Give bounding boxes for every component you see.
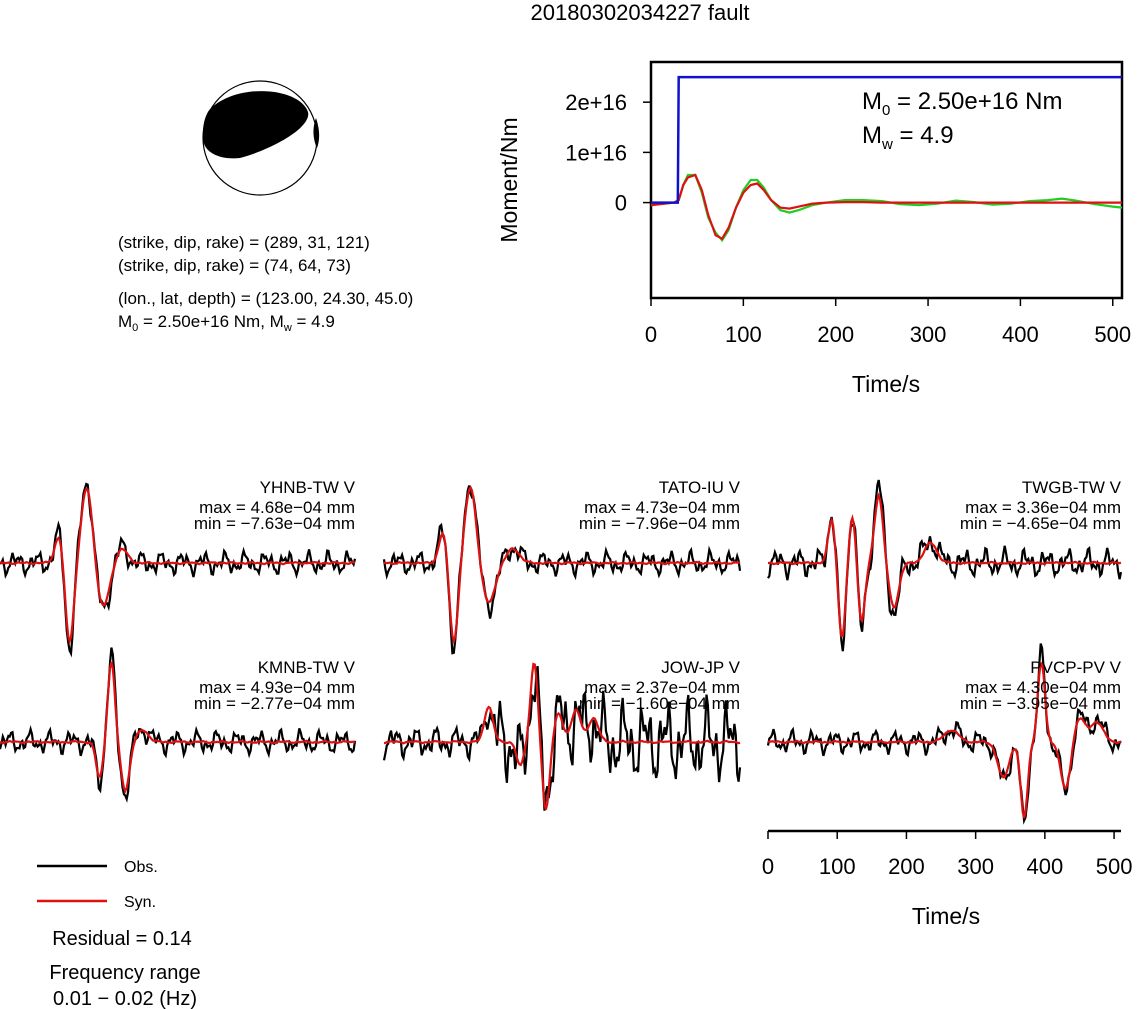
station-min: min = −4.65e−04 mm xyxy=(960,514,1121,533)
station-name: TWGB-TW V xyxy=(1022,478,1122,497)
waveform-x-tick-label: 100 xyxy=(819,854,856,879)
moment-y-ticks: 0 1e+16 2e+16 xyxy=(565,90,651,216)
moment-plot-frame xyxy=(649,60,1124,300)
waveform-x-axis-label: Time/s xyxy=(912,903,980,929)
station-max: max = 4.93e−04 mm xyxy=(199,678,355,697)
plane-1-label: (strike, dip, rake) = (289, 31, 121) xyxy=(118,233,370,252)
station-min: min = −7.96e−04 mm xyxy=(579,514,740,533)
moment-x-tick-label: 100 xyxy=(725,322,762,347)
station-max: max = 4.30e−04 mm xyxy=(965,678,1121,697)
station-min: min = −1.60e−04 mm xyxy=(579,694,740,713)
station-min: min = −3.95e−04 mm xyxy=(960,694,1121,713)
station-name: YHNB-TW V xyxy=(260,478,356,497)
synthetic-waveform xyxy=(0,661,356,794)
beachball-compressional-sliver xyxy=(313,118,320,148)
moment-series-synthetic xyxy=(650,173,1122,241)
waveform-x-ticks: 0 100 200 300 400 500 xyxy=(762,831,1133,879)
moment-x-tick-label: 400 xyxy=(1002,322,1039,347)
station-name: TATO-IU V xyxy=(659,478,741,497)
station-max: max = 2.37e−04 mm xyxy=(584,678,740,697)
station-name: KMNB-TW V xyxy=(258,658,356,677)
moment-label: M0 = 2.50e+16 Nm, Mw = 4.9 xyxy=(118,312,335,334)
beachball xyxy=(202,80,320,196)
beachball-compressional-quadrant xyxy=(202,91,309,159)
figure-title: 20180302034227 fault xyxy=(531,0,750,25)
moment-series-observed xyxy=(650,173,1123,243)
station-min: min = −7.63e−04 mm xyxy=(194,514,355,533)
synthetic-waveform xyxy=(384,485,741,646)
station-name: JOW-JP V xyxy=(661,658,740,677)
location-label: (lon., lat, depth) = (123.00, 24.30, 45.… xyxy=(118,289,413,308)
plane-2-label: (strike, dip, rake) = (74, 64, 73) xyxy=(118,256,351,275)
residual-label: Residual = 0.14 xyxy=(52,928,192,950)
waveform-x-tick-label: 0 xyxy=(762,854,774,879)
moment-series-cumulative xyxy=(651,75,1122,204)
moment-x-tick-label: 200 xyxy=(817,322,854,347)
station-name: PVCP-PV V xyxy=(1030,658,1121,677)
waveform-x-tick-label: 500 xyxy=(1096,854,1133,879)
synthetic-waveform xyxy=(767,661,1122,819)
moment-y-tick-label: 0 xyxy=(615,191,627,216)
synthetic-waveform xyxy=(768,492,1122,638)
synthetic-waveform xyxy=(0,487,356,646)
legend-observed-label: Obs. xyxy=(124,859,158,876)
waveform-x-tick-label: 400 xyxy=(1027,854,1064,879)
waveform-x-tick-label: 200 xyxy=(888,854,925,879)
station-max: max = 3.36e−04 mm xyxy=(965,498,1121,517)
waveform-time-axis: 0 100 200 300 400 500 Time/s xyxy=(762,829,1133,929)
synthetic-waveform xyxy=(383,662,741,810)
station-min: min = −2.77e−04 mm xyxy=(194,694,355,713)
moment-function-chart: 0 100 200 300 400 500 0 1e+16 2e+16 Time/s Mome… xyxy=(496,60,1131,397)
moment-x-axis-label: Time/s xyxy=(852,371,920,397)
moment-x-ticks: 0 100 200 300 400 500 xyxy=(645,298,1131,347)
moment-x-tick-label: 0 xyxy=(645,322,657,347)
moment-mw-annotation: Mw = 4.9 xyxy=(862,122,954,153)
waveform-x-tick-label: 300 xyxy=(957,854,994,879)
source-info: (strike, dip, rake) = (289, 31, 121) (st… xyxy=(118,233,413,334)
frequency-range-value: 0.01 − 0.02 (Hz) xyxy=(53,988,197,1009)
station-max: max = 4.68e−04 mm xyxy=(199,498,355,517)
moment-m0-annotation: M0 = 2.50e+16 Nm xyxy=(862,88,1062,119)
station-max: max = 4.73e−04 mm xyxy=(584,498,740,517)
moment-y-tick-label: 2e+16 xyxy=(565,90,627,115)
frequency-range-label: Frequency range xyxy=(49,962,200,984)
waveform-legend: Obs. Syn. Residual = 0.14 Frequency rang… xyxy=(37,859,201,1009)
moment-y-axis-label: Moment/Nm xyxy=(496,117,522,242)
moment-x-tick-label: 500 xyxy=(1094,322,1131,347)
observed-waveform xyxy=(0,482,357,658)
moment-series-group xyxy=(650,75,1123,243)
legend-synthetic-label: Syn. xyxy=(124,894,156,911)
moment-y-tick-label: 1e+16 xyxy=(565,140,627,165)
moment-x-tick-label: 300 xyxy=(910,322,947,347)
